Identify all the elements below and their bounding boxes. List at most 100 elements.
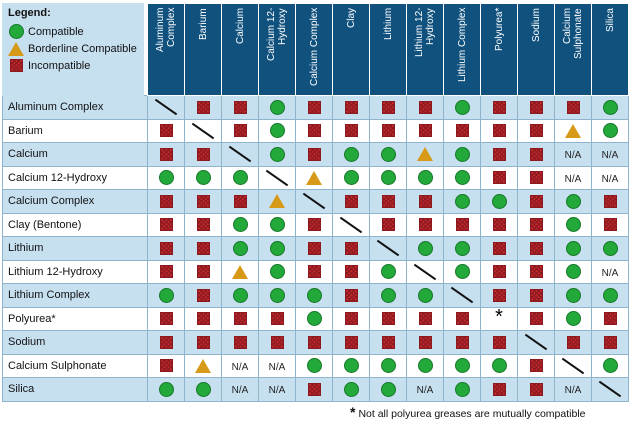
compatible-circle-icon [232, 217, 248, 233]
column-header-label: Barium [197, 8, 209, 40]
incompatible-square-icon [566, 100, 580, 114]
incompatible-square-icon [492, 100, 506, 114]
incompatible-square-icon [529, 241, 543, 255]
table-cell [295, 212, 333, 237]
legend-item-incompatible: Incompatible [8, 57, 140, 74]
column-header-label: Calcium [234, 8, 246, 45]
column-header-label: Polyurea* [493, 8, 505, 52]
table-cell [258, 165, 296, 190]
table-cell [591, 330, 629, 355]
table-cell [480, 259, 518, 284]
table-cell: N/A [554, 142, 592, 167]
incompatible-square-icon [455, 124, 469, 138]
incompatible-square-icon [418, 312, 432, 326]
incompatible-square-icon [233, 100, 247, 114]
legend-item-compatible: Compatible [8, 23, 140, 40]
incompatible-square-icon [418, 124, 432, 138]
table-cell [184, 306, 222, 331]
table-cell [295, 283, 333, 308]
incompatible-square-icon [159, 124, 173, 138]
footnote-text: Not all polyurea greases are mutually co… [358, 408, 586, 420]
incompatible-square-icon [307, 100, 321, 114]
incompatible-square-icon [529, 124, 543, 138]
column-header: Polyurea* [480, 3, 518, 96]
column-header: Lithium 12-Hydroxy [406, 3, 444, 96]
table-cell [406, 236, 444, 261]
na-text: N/A [601, 267, 619, 279]
table-cell [295, 377, 333, 402]
legend-item-borderline: Borderline Compatible [8, 40, 140, 57]
column-header-label: Aluminum Complex [155, 8, 177, 53]
table-cell [332, 283, 370, 308]
table-cell [147, 259, 185, 284]
compatible-circle-icon [454, 193, 470, 209]
column-header-label: Lithium [382, 8, 394, 41]
diagonal-line-icon [265, 169, 289, 187]
incompatible-square-icon [307, 218, 321, 232]
table-cell [332, 118, 370, 143]
incompatible-square-icon [603, 218, 617, 232]
incompatible-square-icon [159, 335, 173, 349]
table-cell [554, 259, 592, 284]
table-cell [332, 165, 370, 190]
diagonal-line-icon [524, 333, 548, 351]
compatible-circle-icon [343, 170, 359, 186]
table-cell [443, 377, 481, 402]
table-cell [443, 165, 481, 190]
incompatible-square-icon [381, 335, 395, 349]
table-cell [147, 353, 185, 378]
table-cell [184, 165, 222, 190]
table-cell [221, 283, 259, 308]
compatible-circle-icon [380, 381, 396, 397]
compatible-circle-icon [454, 99, 470, 115]
compatible-circle-icon [602, 358, 618, 374]
incompatible-square-icon [455, 312, 469, 326]
column-header-row: Aluminum Complex Barium Calcium Calcium 12-… [3, 3, 629, 96]
table-cell [295, 259, 333, 284]
table-cell [480, 283, 518, 308]
column-header-label: Calcium Complex [308, 8, 320, 87]
table-cell [406, 118, 444, 143]
table-cell [369, 377, 407, 402]
incompatible-square-icon [307, 382, 321, 396]
compatible-circle-icon [306, 358, 322, 374]
column-header: Lithium [369, 3, 407, 96]
incompatible-square-icon [307, 241, 321, 255]
diagonal-line-icon [302, 192, 326, 210]
incompatible-square-icon [159, 218, 173, 232]
table-cell [443, 212, 481, 237]
compatible-circle-icon [306, 311, 322, 327]
incompatible-square-icon [159, 147, 173, 161]
borderline-triangle-icon [195, 358, 211, 373]
incompatible-square-icon [455, 335, 469, 349]
incompatible-square-icon [344, 288, 358, 302]
table-cell [517, 189, 555, 214]
incompatible-square-icon [196, 100, 210, 114]
table-cell [258, 236, 296, 261]
diagonal-line-icon [191, 122, 215, 140]
table-cell [406, 306, 444, 331]
table-cell [147, 377, 185, 402]
legend: Legend: Compatible Borderline Compatible… [2, 3, 144, 96]
table-cell: N/A [221, 377, 259, 402]
table-cell [591, 236, 629, 261]
table-cell [295, 142, 333, 167]
compatible-circle-icon [602, 99, 618, 115]
incompatible-square-icon [418, 100, 432, 114]
diagonal-line-icon [450, 286, 474, 304]
incompatible-square-icon [529, 100, 543, 114]
column-header: Silica [591, 3, 629, 96]
table-cell [295, 306, 333, 331]
table-cell [332, 212, 370, 237]
table-cell [554, 118, 592, 143]
incompatible-square-icon [492, 382, 506, 396]
row-header: Sodium [2, 330, 148, 355]
footnote: * Not all polyurea greases are mutually c… [350, 404, 586, 420]
incompatible-square-icon [159, 241, 173, 255]
table-cell [147, 142, 185, 167]
table-cell [554, 212, 592, 237]
compatible-circle-icon [158, 287, 174, 303]
incompatible-square-icon [196, 241, 210, 255]
table-row: Calcium 12-Hydroxy N/A N/A [2, 165, 629, 190]
table-cell [517, 118, 555, 143]
